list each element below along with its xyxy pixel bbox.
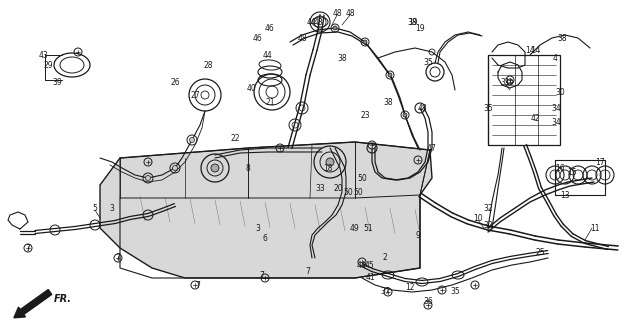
Text: 46: 46 (253, 34, 263, 43)
Text: 35: 35 (450, 287, 460, 297)
FancyArrow shape (14, 290, 51, 318)
Text: 50: 50 (343, 188, 353, 196)
Text: 29: 29 (43, 60, 53, 69)
Text: 22: 22 (230, 133, 240, 142)
Text: 23: 23 (360, 110, 370, 119)
Text: 44: 44 (357, 260, 367, 269)
Text: 25: 25 (535, 247, 545, 257)
Text: 26: 26 (170, 77, 180, 86)
Text: 37: 37 (380, 287, 390, 297)
Text: 14: 14 (525, 45, 535, 54)
Text: 7: 7 (306, 268, 310, 276)
Circle shape (363, 40, 367, 44)
Text: 9: 9 (416, 230, 420, 239)
Text: 20: 20 (333, 183, 343, 193)
Text: 39: 39 (52, 77, 62, 86)
Text: 48: 48 (417, 103, 427, 113)
Text: 15: 15 (567, 167, 577, 177)
Text: 7: 7 (195, 281, 200, 290)
Text: 3: 3 (109, 204, 114, 212)
Text: 16: 16 (555, 164, 565, 172)
Text: 40: 40 (247, 84, 257, 92)
Text: 44: 44 (307, 18, 317, 27)
Text: 43: 43 (38, 51, 48, 60)
Text: 41: 41 (365, 274, 375, 283)
Text: 2: 2 (382, 253, 387, 262)
Text: 38: 38 (383, 98, 392, 107)
Text: 33: 33 (315, 183, 325, 193)
Text: 48: 48 (313, 18, 323, 27)
Text: 7: 7 (26, 244, 30, 252)
Text: 4: 4 (553, 53, 558, 62)
Text: 5: 5 (92, 204, 97, 212)
Text: 10: 10 (473, 213, 483, 222)
Text: 35: 35 (483, 103, 493, 113)
Text: 11: 11 (590, 223, 600, 233)
Text: 19: 19 (408, 18, 418, 27)
Circle shape (211, 164, 219, 172)
Text: 36: 36 (423, 298, 433, 307)
Circle shape (403, 113, 407, 117)
Text: 30: 30 (555, 87, 565, 97)
Text: 6: 6 (263, 234, 268, 243)
Text: FR.: FR. (54, 294, 72, 304)
Bar (488, 55, 560, 145)
Circle shape (146, 175, 151, 180)
Text: 32: 32 (483, 204, 493, 212)
Text: 21: 21 (265, 98, 274, 107)
Text: 46: 46 (265, 23, 275, 33)
Text: 27: 27 (190, 91, 200, 100)
Text: 45: 45 (365, 260, 375, 269)
Text: 18: 18 (323, 164, 333, 172)
Text: 35: 35 (423, 58, 433, 67)
Text: 48: 48 (332, 9, 342, 18)
Text: 38: 38 (557, 34, 567, 43)
Text: 49: 49 (350, 223, 360, 233)
Text: 31: 31 (500, 77, 510, 86)
Text: 34: 34 (551, 103, 561, 113)
Text: 38: 38 (337, 53, 347, 62)
Text: 48: 48 (345, 9, 355, 18)
Text: 34: 34 (551, 117, 561, 126)
Text: 19: 19 (415, 23, 425, 33)
Text: 44: 44 (263, 51, 273, 60)
Text: 8: 8 (246, 164, 251, 172)
Text: 14: 14 (530, 45, 541, 54)
Text: 48: 48 (297, 34, 307, 43)
Text: 12: 12 (405, 284, 414, 292)
Text: 3: 3 (256, 223, 261, 233)
Text: 28: 28 (203, 60, 213, 69)
Text: 42: 42 (530, 114, 540, 123)
Polygon shape (100, 142, 432, 278)
Circle shape (333, 26, 337, 30)
Circle shape (190, 138, 195, 142)
Text: 50: 50 (353, 188, 363, 196)
Text: 47: 47 (427, 143, 437, 153)
Text: 7: 7 (259, 270, 264, 279)
Text: 17: 17 (595, 157, 605, 166)
Circle shape (173, 165, 178, 171)
Text: 38: 38 (407, 18, 417, 27)
Text: 7: 7 (116, 253, 121, 262)
Circle shape (326, 158, 334, 166)
Text: 13: 13 (560, 190, 570, 199)
Text: 50: 50 (357, 173, 367, 182)
Text: 32: 32 (483, 220, 493, 229)
Circle shape (388, 73, 392, 77)
Text: 51: 51 (363, 223, 373, 233)
